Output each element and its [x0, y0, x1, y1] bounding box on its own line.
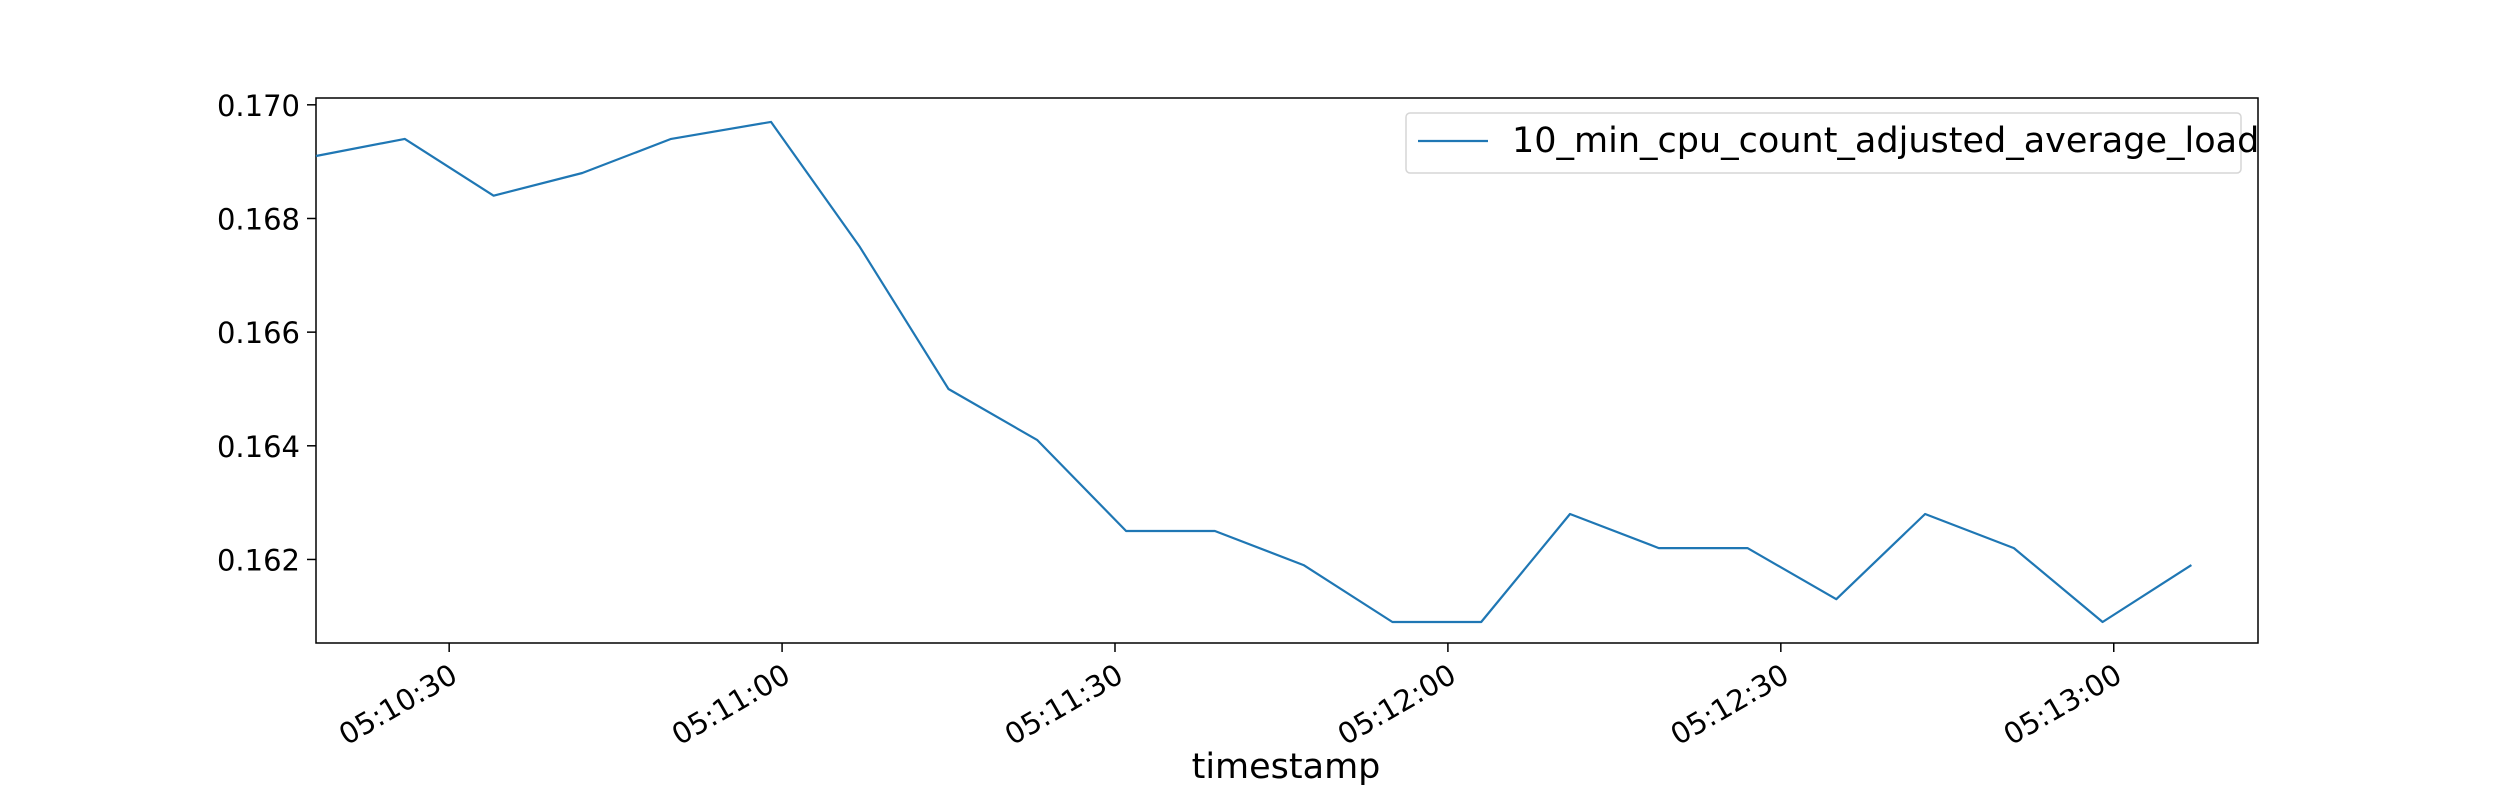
y-tick-label: 0.170 [217, 89, 300, 123]
legend-box [1405, 112, 2242, 174]
legend-label: 10_min_cpu_count_adjusted_average_load [1512, 121, 2259, 161]
y-tick-label: 0.164 [217, 430, 300, 464]
plot-area-frame [315, 97, 2259, 644]
x-tick-label: 05:11:30 [999, 657, 1129, 752]
x-tick-label: 05:13:00 [1998, 657, 2128, 752]
x-tick-label: 05:10:30 [333, 657, 463, 752]
x-tick-label: 05:12:30 [1665, 657, 1795, 752]
y-tick-label: 0.162 [217, 543, 300, 577]
x-tick-label: 05:11:00 [666, 657, 796, 752]
x-axis-label: timestamp [1192, 747, 1381, 787]
y-tick-label: 0.166 [217, 316, 300, 350]
x-tick-label: 05:12:00 [1332, 657, 1462, 752]
series-line-0 [315, 120, 2192, 624]
y-tick-label: 0.168 [217, 202, 300, 236]
